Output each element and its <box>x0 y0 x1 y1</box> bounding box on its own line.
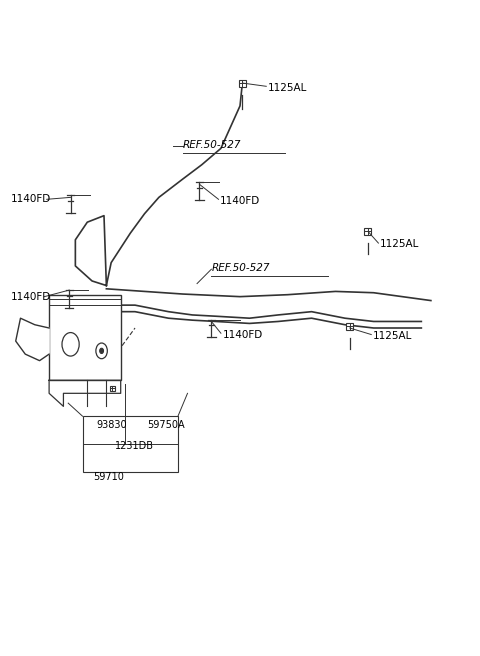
Text: 1231DB: 1231DB <box>115 441 154 451</box>
Text: REF.50-527: REF.50-527 <box>183 140 241 150</box>
Text: 59750A: 59750A <box>147 420 185 430</box>
Text: 1125AL: 1125AL <box>268 83 307 92</box>
Bar <box>364 228 372 235</box>
Circle shape <box>96 343 108 359</box>
Text: 1140FD: 1140FD <box>11 292 51 302</box>
Circle shape <box>100 348 104 354</box>
Text: 1140FD: 1140FD <box>220 195 260 205</box>
Text: 1140FD: 1140FD <box>11 194 51 204</box>
Text: 1125AL: 1125AL <box>380 239 419 249</box>
Circle shape <box>62 333 79 356</box>
Bar <box>49 295 120 380</box>
Bar <box>83 416 178 472</box>
Text: REF.50-527: REF.50-527 <box>211 263 270 273</box>
Text: 59710: 59710 <box>93 472 124 482</box>
Polygon shape <box>16 318 49 361</box>
Bar <box>109 386 115 390</box>
Text: 1140FD: 1140FD <box>222 329 263 340</box>
Text: 1125AL: 1125AL <box>372 331 412 341</box>
Bar <box>347 323 353 329</box>
Text: 93830: 93830 <box>97 420 128 430</box>
Bar <box>239 79 246 87</box>
